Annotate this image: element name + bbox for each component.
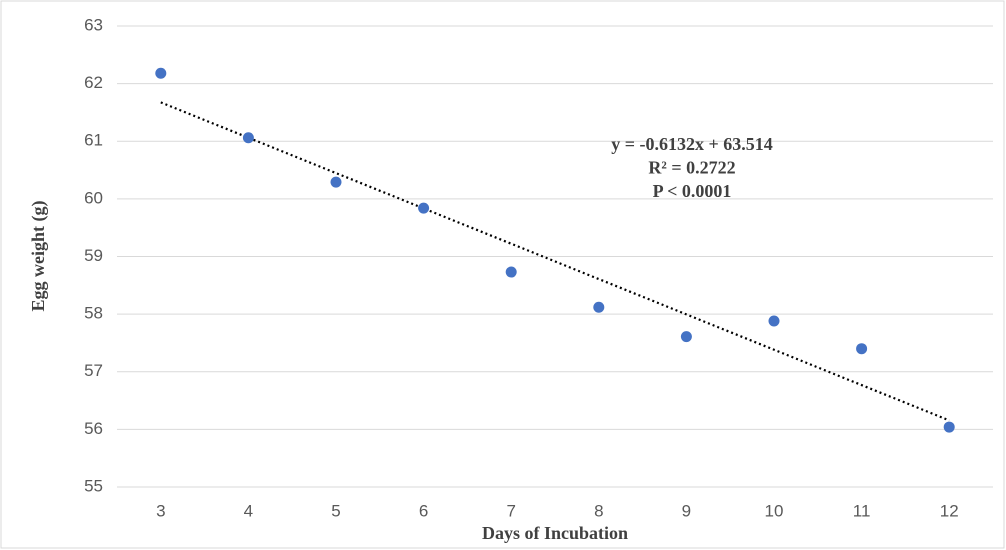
annotation: y = -0.6132x + 63.514 [611,134,773,154]
x-tick-label: 4 [244,501,253,520]
point [593,301,605,313]
point [155,67,167,79]
x-tick-label: 11 [853,501,871,520]
x-tick-label: 5 [331,501,340,520]
y-tick-label: 61 [84,131,103,150]
point [856,343,868,355]
x-tick-label: 6 [419,501,428,520]
point [768,315,780,327]
y-tick-label: 56 [84,419,103,438]
point [680,331,692,343]
y-tick-label: 55 [84,476,103,495]
point [330,176,342,188]
x-tick-label: 12 [940,501,959,520]
point [242,132,254,144]
point [505,266,517,278]
point [943,421,955,433]
x-tick-label: 9 [682,501,691,520]
x-axis-label: Days of Incubation [482,523,628,543]
y-tick-label: 62 [84,73,103,92]
x-tick-label: 7 [506,501,515,520]
y-axis-label: Egg weight (g) [28,201,49,312]
trendline [160,101,950,422]
x-tick-label: 3 [156,501,165,520]
x-tick-label: 10 [765,501,784,520]
point [418,202,430,214]
x-tick-label: 8 [594,501,603,520]
y-tick-label: 60 [84,188,103,207]
annotation: R² = 0.2722 [648,158,735,178]
annotation: P < 0.0001 [653,181,732,201]
y-tick-label: 58 [84,304,103,323]
y-tick-label: 57 [84,361,103,380]
y-tick-label: 63 [84,15,103,34]
y-tick-label: 59 [84,246,103,265]
